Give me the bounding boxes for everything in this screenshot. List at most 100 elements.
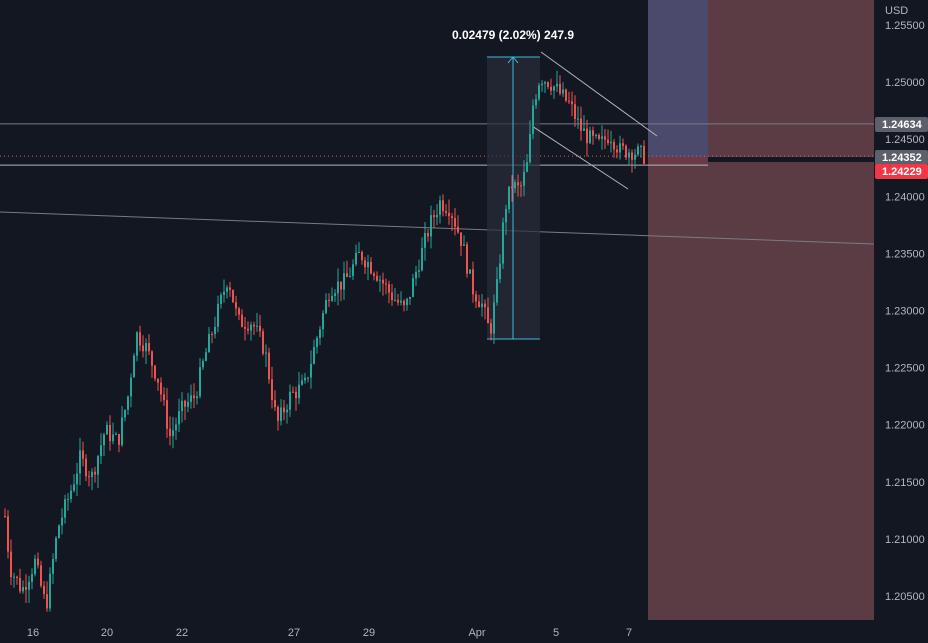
- candle-body: [292, 391, 294, 393]
- candle-body: [76, 473, 78, 485]
- candle-body: [286, 409, 288, 413]
- trend-line[interactable]: [0, 211, 875, 245]
- candle-body: [10, 551, 12, 578]
- channel-lower-line[interactable]: [531, 125, 629, 190]
- price-tick-label: 1.20500: [885, 591, 925, 603]
- candle-body: [262, 331, 264, 354]
- candle-body: [193, 395, 195, 399]
- candle-body: [517, 182, 519, 186]
- candle-body: [103, 434, 105, 446]
- candle-body: [37, 558, 39, 566]
- candle-body: [466, 244, 468, 274]
- date-tick-label: 29: [363, 627, 375, 639]
- short-position-zone-stop-blue[interactable]: [648, 0, 708, 157]
- candle-body: [232, 289, 234, 303]
- candle-body: [553, 86, 555, 91]
- candle-body: [406, 298, 408, 306]
- candle-body: [355, 252, 357, 265]
- candle-body: [616, 149, 618, 153]
- candle-body: [139, 332, 141, 346]
- price-tag-upper-text: 1.24634: [882, 119, 923, 131]
- candle-body: [229, 287, 231, 290]
- candle-body: [394, 299, 396, 301]
- candle-body: [448, 212, 450, 217]
- price-tick-label: 1.22000: [885, 420, 925, 432]
- candle-body: [460, 232, 462, 246]
- candle-body: [445, 211, 447, 213]
- candle-body: [340, 281, 342, 290]
- candle-body: [40, 565, 42, 586]
- candle-body: [265, 352, 267, 354]
- candle-body: [388, 284, 390, 293]
- candle-body: [319, 329, 321, 338]
- candle-body: [559, 83, 561, 94]
- candle-body: [397, 299, 399, 303]
- candle-body: [382, 279, 384, 284]
- price-tag-lower-text: 1.24229: [882, 166, 922, 178]
- candle-body: [430, 215, 432, 237]
- price-axis-background: [874, 0, 928, 643]
- candle-body: [436, 214, 438, 218]
- candle-body: [130, 377, 132, 397]
- candle-body: [589, 130, 591, 144]
- candle-body: [568, 100, 570, 102]
- candle-body: [82, 450, 84, 459]
- candle-body: [142, 345, 144, 352]
- candle-body: [550, 86, 552, 91]
- candle-body: [472, 269, 474, 295]
- price-tick-label: 1.25500: [885, 20, 925, 32]
- candle-body: [256, 325, 258, 327]
- candle-body: [151, 351, 153, 366]
- price-range-measure[interactable]: [487, 56, 540, 340]
- candle-body: [481, 303, 483, 308]
- candle-body: [451, 216, 453, 219]
- candle-body: [199, 367, 201, 397]
- price-tick-label: 1.25000: [885, 77, 925, 89]
- candle-body: [574, 104, 576, 120]
- candle-body: [385, 283, 387, 285]
- candle-body: [298, 384, 300, 399]
- candle-body: [241, 314, 243, 327]
- candle-body: [55, 538, 57, 559]
- candle-body: [310, 363, 312, 378]
- candle-body: [625, 145, 627, 158]
- candle-body: [343, 273, 345, 290]
- candle-body: [274, 399, 276, 408]
- candle-body: [409, 296, 411, 299]
- candle-body: [427, 232, 429, 237]
- candle-body: [202, 360, 204, 368]
- channel-upper-line[interactable]: [540, 51, 658, 137]
- date-axis[interactable]: 16 20 22 27 29 Apr 5 7: [27, 627, 632, 639]
- candle-body: [607, 139, 609, 144]
- candle-body: [112, 434, 114, 442]
- candle-body: [85, 458, 87, 477]
- candle-body: [205, 352, 207, 361]
- candles-series: [4, 70, 645, 612]
- candle-body: [619, 143, 621, 153]
- candle-body: [334, 293, 336, 296]
- candle-body: [196, 396, 198, 399]
- candle-body: [529, 133, 531, 163]
- candle-body: [454, 218, 456, 227]
- candle-body: [88, 476, 90, 478]
- candle-body: [316, 337, 318, 348]
- price-tick-label: 1.24000: [885, 191, 925, 203]
- candle-body: [22, 586, 24, 592]
- candle-body: [235, 302, 237, 309]
- candle-body: [442, 200, 444, 212]
- candle-body: [439, 200, 441, 215]
- candle-body: [622, 143, 624, 146]
- candle-body: [73, 484, 75, 491]
- candle-body: [523, 171, 525, 186]
- candle-body: [352, 264, 354, 276]
- candle-body: [547, 82, 549, 87]
- price-axis[interactable]: USD 1.25500 1.25000 1.24500 1.24000 1.23500 1…: [874, 0, 928, 643]
- short-position-zone-target[interactable]: [648, 162, 874, 620]
- candle-body: [91, 471, 93, 478]
- candle-body: [580, 118, 582, 131]
- candle-body: [70, 490, 72, 500]
- candle-body: [496, 279, 498, 303]
- candle-body: [598, 134, 600, 139]
- price-tick-label: 1.24500: [885, 134, 925, 146]
